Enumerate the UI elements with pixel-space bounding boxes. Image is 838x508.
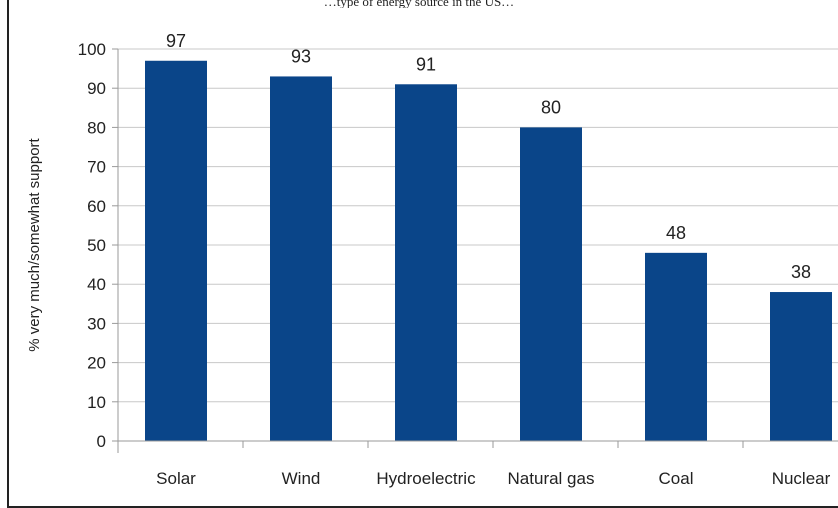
y-tick-label: 20 bbox=[87, 354, 106, 373]
y-tick-label: 70 bbox=[87, 158, 106, 177]
y-axis-ticks: 0 10 20 30 40 50 60 70 80 90 100 bbox=[78, 40, 118, 451]
frame-border-bottom bbox=[7, 506, 838, 508]
y-tick-label: 90 bbox=[87, 79, 106, 98]
y-tick-label: 10 bbox=[87, 393, 106, 412]
x-tick-label: Solar bbox=[156, 469, 196, 488]
x-tick-label: Wind bbox=[282, 469, 321, 488]
bar-natural-gas bbox=[520, 127, 582, 442]
x-axis-labels: Solar Wind Hydroelectric Natural gas Coal Nuc… bbox=[117, 441, 831, 488]
data-label: 80 bbox=[541, 97, 561, 117]
data-labels: 97 93 91 80 48 38 bbox=[166, 31, 811, 282]
x-tick-label: Hydroelectric bbox=[376, 469, 476, 488]
y-tick-label: 0 bbox=[97, 432, 106, 451]
frame-border-left bbox=[7, 0, 9, 508]
bar-nuclear bbox=[770, 292, 832, 441]
top-caption: …type of energy source in the US… bbox=[323, 0, 515, 8]
y-tick-label: 60 bbox=[87, 197, 106, 216]
bar-wind bbox=[270, 76, 332, 441]
data-label: 97 bbox=[166, 31, 186, 51]
y-tick-label: 50 bbox=[87, 236, 106, 255]
bar-coal bbox=[645, 252, 707, 441]
y-tick-label: 80 bbox=[87, 118, 106, 137]
data-label: 91 bbox=[416, 54, 436, 74]
data-label: 93 bbox=[291, 46, 311, 66]
x-tick-label: Coal bbox=[659, 469, 694, 488]
y-tick-label: 40 bbox=[87, 275, 106, 294]
bars bbox=[145, 60, 832, 442]
x-tick-label: Nuclear bbox=[772, 469, 831, 488]
data-label: 48 bbox=[666, 223, 686, 243]
y-tick-label: 100 bbox=[78, 40, 106, 59]
y-axis-title: % very much/somewhat support bbox=[26, 137, 43, 351]
bar-solar bbox=[145, 60, 207, 441]
gridlines bbox=[118, 48, 838, 403]
data-label: 38 bbox=[791, 262, 811, 282]
y-tick-label: 30 bbox=[87, 314, 106, 333]
x-tick-label: Natural gas bbox=[508, 469, 595, 488]
bar-hydroelectric bbox=[395, 84, 457, 441]
